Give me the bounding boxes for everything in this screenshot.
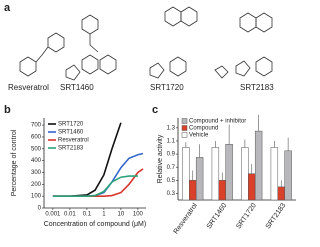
x-tick-label: 100 xyxy=(133,212,144,218)
bar xyxy=(195,157,204,201)
y-tick-label: 0.9 xyxy=(167,152,176,158)
bar xyxy=(211,147,220,201)
y-tick-label: 1.1 xyxy=(167,139,176,145)
x-tick-label: 0.1 xyxy=(83,212,92,218)
x-tick-label: SRT1460 xyxy=(206,202,229,230)
y-tick-label: 0 xyxy=(38,206,42,212)
compound-name: SRT1720 xyxy=(150,83,184,92)
x-tick-label: 0.001 xyxy=(45,212,61,218)
x-tick-label: 10 xyxy=(118,212,125,218)
y-tick-label: 1.3 xyxy=(167,125,176,131)
bar xyxy=(241,147,249,201)
series-line xyxy=(52,175,138,197)
y-tick-label: 500 xyxy=(31,146,42,152)
legend-swatch xyxy=(181,125,188,131)
panel-label: c xyxy=(152,104,158,116)
bar xyxy=(254,130,263,201)
y-axis-title: Relative activity xyxy=(157,134,164,183)
legend-label: SRT1460 xyxy=(58,130,84,136)
y-tick-label: 100 xyxy=(31,194,42,200)
bar xyxy=(189,180,197,201)
x-tick-label: SRT1720 xyxy=(235,202,258,230)
legend-label: SRT2183 xyxy=(58,146,84,152)
bar xyxy=(270,147,279,201)
legend-label: Vehicle xyxy=(189,133,209,139)
legend-label: SRT1720 xyxy=(58,122,84,128)
legend-label: Resveratrol xyxy=(58,138,89,144)
x-tick-label: SRT2183 xyxy=(265,202,288,230)
x-tick-label: Resveratrol xyxy=(173,202,200,236)
figure: a b c Resveratrol SRT1460 SRT1720 SRT218… xyxy=(4,2,296,236)
compound-name: SRT2183 xyxy=(240,83,274,92)
y-tick-label: 400 xyxy=(31,158,42,164)
legend-swatch xyxy=(181,118,188,124)
x-axis-title: Concentration of compound (μM) xyxy=(44,221,146,228)
y-tick-label: 700 xyxy=(31,123,42,129)
compound-name: Resveratrol xyxy=(8,83,49,92)
y-tick-label: 0.7 xyxy=(167,165,176,171)
bar xyxy=(248,173,256,201)
y-tick-label: 200 xyxy=(31,182,42,188)
y-tick-label: 300 xyxy=(31,170,42,176)
legend-label: Compound xyxy=(189,126,218,132)
series-line xyxy=(52,168,144,197)
compound-name: SRT1460 xyxy=(60,83,94,92)
y-tick-label: 600 xyxy=(31,135,42,141)
structures xyxy=(19,6,273,81)
legend-label: Compound + inhibitor xyxy=(189,119,246,125)
bar xyxy=(182,147,190,201)
series-line xyxy=(52,152,144,197)
panel-label: b xyxy=(4,104,11,116)
bar xyxy=(284,150,292,201)
x-tick-label: 1 xyxy=(102,212,106,218)
panel-label: a xyxy=(4,2,11,14)
bar xyxy=(277,186,285,201)
bar xyxy=(218,180,226,201)
y-tick-label: 0.3 xyxy=(167,191,176,197)
bar xyxy=(225,143,233,201)
legend-swatch xyxy=(181,132,188,138)
y-axis-title: Percentage of control xyxy=(11,129,18,196)
y-tick-label: 0.5 xyxy=(167,178,176,184)
x-tick-label: 0.01 xyxy=(64,212,76,218)
